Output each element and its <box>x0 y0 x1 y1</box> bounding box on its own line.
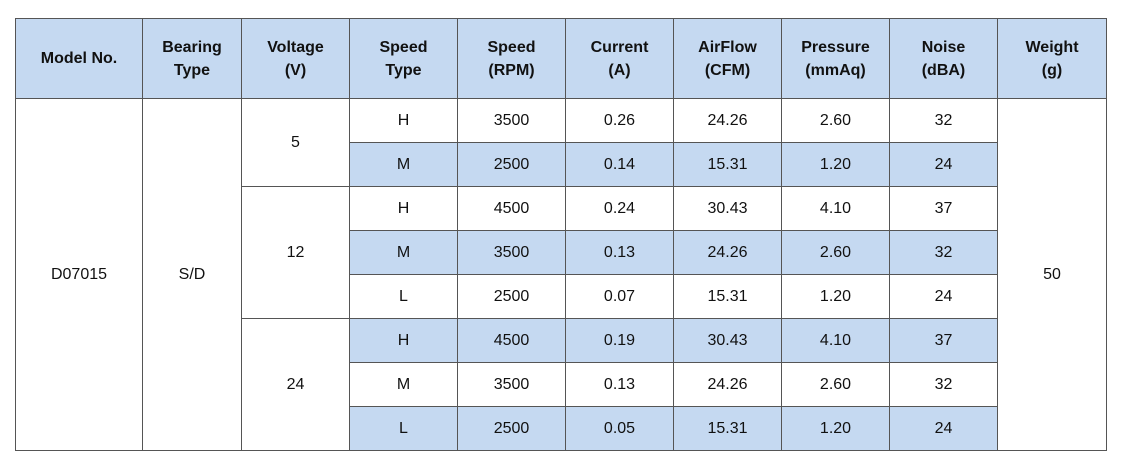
data-cell: 3500 <box>457 362 566 407</box>
data-cell: 37 <box>889 186 998 231</box>
data-cell: M <box>349 362 458 407</box>
data-cell: 1.20 <box>781 142 890 187</box>
table-row: M 3500 0.13 24.26 2.60 32 <box>16 230 1107 275</box>
data-cell: 32 <box>889 362 998 407</box>
header-cell: Speed (RPM) <box>457 18 566 99</box>
table-row: D07015 S/D 5 H 3500 0.26 24.26 2.60 32 50 <box>15 98 1107 451</box>
data-cell: 2500 <box>457 274 566 319</box>
data-cell: 15.31 <box>673 142 782 187</box>
data-cell: 4.10 <box>781 318 890 363</box>
data-cell: 24.26 <box>673 230 782 275</box>
data-cell: H <box>349 98 458 143</box>
data-cell: 2.60 <box>781 98 890 143</box>
data-cell: 32 <box>889 98 998 143</box>
table-row: M 2500 0.14 15.31 1.20 24 <box>16 142 1107 187</box>
data-cell: L <box>349 274 458 319</box>
spec-table: Model No. Bearing Type Voltage (V) Speed Ty… <box>15 18 1107 451</box>
data-cell: 1.20 <box>781 274 890 319</box>
data-cell: 32 <box>889 230 998 275</box>
header-cell: AirFlow (CFM) <box>673 18 782 99</box>
data-cell: 2500 <box>457 406 566 451</box>
data-cell: 15.31 <box>673 274 782 319</box>
data-cell: 1.20 <box>781 406 890 451</box>
model-cell: D07015 <box>15 98 143 451</box>
data-cell: 2500 <box>457 142 566 187</box>
data-cell: 4500 <box>457 318 566 363</box>
weight-cell: 50 <box>997 98 1107 451</box>
table-row: 24 H 4500 0.19 30.43 4.10 37 <box>16 318 1107 451</box>
voltage-cell: 12 <box>241 186 350 319</box>
data-cell: 24.26 <box>673 98 782 143</box>
data-cell: 37 <box>889 318 998 363</box>
data-cell: H <box>349 186 458 231</box>
voltage-cell: 5 <box>241 98 350 187</box>
header-cell: Pressure (mmAq) <box>781 18 890 99</box>
data-cell: 0.13 <box>565 362 674 407</box>
data-cell: M <box>349 142 458 187</box>
data-cell: 0.14 <box>565 142 674 187</box>
table-body: D07015 S/D 5 H 3500 0.26 24.26 2.60 32 50 M 2500 0.1… <box>15 98 1107 451</box>
header-cell: Current (A) <box>565 18 674 99</box>
data-cell: 24 <box>889 274 998 319</box>
header-cell: Voltage (V) <box>241 18 350 99</box>
data-cell: 24 <box>889 142 998 187</box>
header-cell: Weight (g) <box>997 18 1107 99</box>
data-cell: 15.31 <box>673 406 782 451</box>
data-cell: 3500 <box>457 230 566 275</box>
data-cell: 0.13 <box>565 230 674 275</box>
header-cell: Noise (dBA) <box>889 18 998 99</box>
data-cell: 3500 <box>457 98 566 143</box>
data-cell: 0.19 <box>565 318 674 363</box>
data-cell: M <box>349 230 458 275</box>
header-cell: Model No. <box>15 18 143 99</box>
bearing-cell: S/D <box>142 98 242 451</box>
voltage-cell: 24 <box>241 318 350 451</box>
header-cell: Speed Type <box>349 18 458 99</box>
data-cell: 0.24 <box>565 186 674 231</box>
data-cell: 24 <box>889 406 998 451</box>
data-cell: 0.07 <box>565 274 674 319</box>
data-cell: L <box>349 406 458 451</box>
table-row: L 2500 0.07 15.31 1.20 24 <box>16 274 1107 319</box>
data-cell: 0.26 <box>565 98 674 143</box>
data-cell: 24.26 <box>673 362 782 407</box>
data-cell: 0.05 <box>565 406 674 451</box>
data-cell: 2.60 <box>781 230 890 275</box>
data-cell: 4500 <box>457 186 566 231</box>
table-row: L 2500 0.05 15.31 1.20 24 <box>16 406 1107 451</box>
data-cell: 30.43 <box>673 186 782 231</box>
header-row: Model No. Bearing Type Voltage (V) Speed Ty… <box>15 18 1107 99</box>
header-cell: Bearing Type <box>142 18 242 99</box>
data-cell: 4.10 <box>781 186 890 231</box>
data-cell: 30.43 <box>673 318 782 363</box>
data-cell: 2.60 <box>781 362 890 407</box>
data-cell: H <box>349 318 458 363</box>
